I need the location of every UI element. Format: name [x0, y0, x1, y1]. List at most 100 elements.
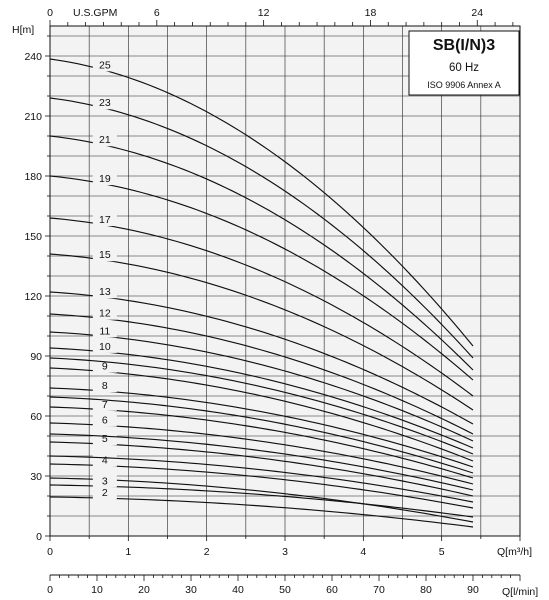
curve-label-23: 23: [99, 97, 111, 109]
curve-label-15: 15: [99, 249, 111, 261]
curve-label-19: 19: [99, 173, 111, 185]
top-axis-label: U.S.GPM: [73, 7, 117, 19]
top-tick-label: 12: [258, 7, 270, 19]
pump-curve-19: [49, 175, 474, 381]
pump-curve-17: [49, 217, 474, 397]
pump-curve-12: [49, 313, 474, 435]
lmin-tick-label: 0: [47, 584, 53, 596]
curve-label-11: 11: [99, 325, 110, 337]
curve-label-bg: [92, 286, 117, 299]
pump-curve-unlabeled: [49, 357, 474, 455]
chart-title: SB(I/N)3: [433, 37, 495, 54]
curve-label-bg: [92, 59, 117, 72]
pump-curve-unlabeled: [49, 455, 474, 503]
y-tick-label: 180: [24, 171, 42, 183]
pump-curve-3: [49, 484, 474, 518]
x-tick-label: 2: [204, 546, 210, 558]
top-tick-label: 0: [47, 7, 53, 19]
pump-curve-9: [49, 367, 474, 462]
pump-curve-10: [49, 347, 474, 449]
pump-curve-7: [49, 406, 474, 479]
chart-subtitle: 60 Hz: [449, 62, 479, 74]
lmin-tick-label: 90: [467, 584, 479, 596]
curve-label-bg: [92, 325, 117, 338]
x-tick-label: 1: [125, 546, 131, 558]
curve-label-bg: [92, 398, 117, 411]
curve-label-10: 10: [99, 341, 111, 353]
x-tick-label: 3: [282, 546, 288, 558]
curve-label-bg: [92, 97, 117, 110]
pump-curve-6: [49, 422, 474, 485]
curve-label-4: 4: [102, 455, 108, 467]
y-tick-label: 0: [36, 531, 42, 543]
pump-curve-5: [49, 441, 474, 497]
curve-label-bg: [92, 414, 117, 427]
y-axis-label: H[m]: [12, 24, 34, 36]
y-axis: 0 30 60 90 120 150 180 210 240: [24, 35, 50, 543]
x-axis: 0 1 2 3 4 5: [47, 536, 521, 558]
curve-label-bg: [92, 134, 117, 147]
curve-label-7: 7: [102, 399, 108, 411]
curve-label-13: 13: [99, 286, 111, 298]
pump-curve-13: [49, 291, 474, 425]
curve-label-bg: [92, 340, 117, 353]
curve-label-2: 2: [102, 487, 108, 499]
title-box-frame: [408, 30, 520, 96]
curve-label-bg: [92, 487, 117, 500]
pump-curve-11: [49, 331, 474, 442]
y-tick-label: 90: [30, 351, 42, 363]
curve-label-bg: [92, 360, 117, 373]
lmin-tick-label: 50: [279, 584, 291, 596]
curve-label-bg: [92, 307, 117, 320]
curve-label-25: 25: [99, 59, 111, 71]
lmin-tick-label: 60: [326, 584, 338, 596]
pump-curve-15: [49, 253, 474, 411]
lmin-axis-label: Q[l/min]: [502, 586, 538, 598]
y-tick-label: 210: [24, 111, 42, 123]
lmin-axis: 0 10 20 30 40 50 60 70 80 90: [47, 574, 521, 596]
pump-curve-25: [49, 58, 474, 347]
lmin-tick-label: 10: [91, 584, 103, 596]
top-tick-label: 24: [471, 7, 483, 19]
x-tick-label: 0: [47, 546, 53, 558]
y-tick-label: 120: [24, 291, 42, 303]
curve-label-3: 3: [102, 475, 108, 487]
x-tick-label: 5: [439, 546, 445, 558]
pump-curve-4: [49, 463, 474, 509]
pump-curve-unlabeled: [49, 396, 474, 474]
curve-label-21: 21: [99, 134, 111, 146]
curve-label-bg: [92, 173, 117, 186]
curve-label-bg: [92, 380, 117, 393]
curve-label-17: 17: [99, 214, 111, 226]
curve-label-8: 8: [102, 380, 108, 392]
pump-curve-23: [49, 97, 474, 359]
chart-standard: ISO 9906 Annex A: [427, 80, 501, 90]
curve-label-9: 9: [102, 361, 108, 373]
pump-curve-unlabeled: [49, 433, 474, 491]
top-tick-label: 18: [365, 7, 377, 19]
lmin-tick-label: 70: [373, 584, 385, 596]
curve-label-bg: [92, 475, 117, 488]
pump-curve-8: [49, 387, 474, 468]
pump-curve-unlabeled: [49, 477, 474, 523]
grid: [50, 26, 520, 536]
lmin-tick-label: 30: [185, 584, 197, 596]
y-tick-label: 60: [30, 411, 42, 423]
x-axis-label: Q[m³/h]: [497, 546, 532, 558]
y-tick-label: 240: [24, 51, 42, 63]
curve-label-12: 12: [99, 308, 111, 320]
pump-curves: 23 4 5 6 7 8 9 10 11 12 13 15 17 19 21 23 25: [49, 58, 474, 528]
curve-label-5: 5: [102, 433, 108, 445]
lmin-tick-label: 20: [138, 584, 150, 596]
lmin-tick-label: 80: [420, 584, 432, 596]
title-box: SB(I/N)3 60 Hz ISO 9906 Annex A: [408, 30, 520, 96]
top-tick-label: 6: [154, 7, 160, 19]
pump-curve-2: [49, 496, 474, 528]
curve-label-bg: [92, 214, 117, 227]
top-axis-gpm: 0 6 12 18 24: [47, 7, 520, 27]
y-tick-label: 30: [30, 471, 42, 483]
pump-curve-21: [49, 135, 474, 371]
lmin-tick-label: 40: [232, 584, 244, 596]
y-tick-label: 150: [24, 231, 42, 243]
